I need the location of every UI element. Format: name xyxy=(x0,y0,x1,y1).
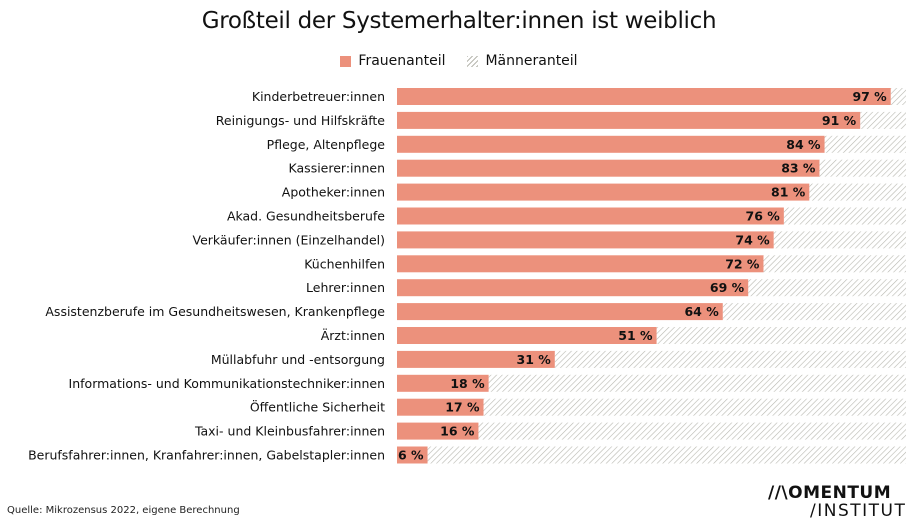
category-label-5: Akad. Gesundheitsberufe xyxy=(227,209,385,224)
legend-item-men: Männeranteil xyxy=(467,53,578,69)
category-label-13: Öffentliche Sicherheit xyxy=(250,399,385,415)
value-label-3: 83 % xyxy=(781,161,816,176)
bar-women-5 xyxy=(397,207,784,225)
value-label-15: 6 % xyxy=(398,448,424,463)
bar-women-2 xyxy=(397,135,825,153)
value-label-0: 97 % xyxy=(852,89,887,104)
value-label-14: 16 % xyxy=(440,424,475,439)
value-label-5: 76 % xyxy=(746,209,781,224)
category-label-10: Ärzt:innen xyxy=(321,328,385,343)
category-label-4: Apotheker:innen xyxy=(282,185,385,200)
category-label-11: Müllabfuhr und -entsorgung xyxy=(211,352,385,367)
category-label-0: Kinderbetreuer:innen xyxy=(252,89,385,104)
chart-title: Großteil der Systemerhalter:innen ist we… xyxy=(201,8,717,34)
category-label-7: Küchenhilfen xyxy=(304,256,385,271)
bar-men-10 xyxy=(656,327,906,344)
bar-men-6 xyxy=(773,231,906,249)
category-label-1: Reinigungs- und Hilfskräfte xyxy=(216,113,386,128)
legend-label-men: Männeranteil xyxy=(485,53,578,69)
bar-men-14 xyxy=(478,422,906,440)
bar-women-4 xyxy=(397,183,810,201)
value-label-13: 17 % xyxy=(445,400,480,415)
bar-men-11 xyxy=(554,350,906,368)
bar-women-1 xyxy=(397,111,861,129)
logo-line-2: /INSTITUT xyxy=(810,501,907,521)
value-label-6: 74 % xyxy=(735,232,770,247)
category-label-14: Taxi- und Kleinbusfahrer:innen xyxy=(194,424,385,439)
value-label-9: 64 % xyxy=(684,304,719,319)
bar-women-10 xyxy=(397,327,657,344)
bar-men-8 xyxy=(748,279,906,297)
category-label-15: Berufsfahrer:innen, Kranfahrer:innen, Ga… xyxy=(28,448,385,463)
bar-men-0 xyxy=(890,88,906,105)
source-note: Quelle: Mikrozensus 2022, eigene Berechn… xyxy=(7,505,240,516)
bar-women-11 xyxy=(397,350,555,368)
legend-swatch-women xyxy=(340,55,352,67)
value-label-1: 91 % xyxy=(822,113,857,128)
legend-label-women: Frauenanteil xyxy=(358,53,446,69)
value-label-8: 69 % xyxy=(710,280,745,295)
bar-women-7 xyxy=(397,255,764,273)
category-label-8: Lehrer:innen xyxy=(306,280,385,295)
bar-women-0 xyxy=(397,88,891,105)
bar-women-14 xyxy=(397,422,479,440)
value-label-7: 72 % xyxy=(725,256,760,271)
bar-men-4 xyxy=(809,183,906,201)
category-label-2: Pflege, Altenpflege xyxy=(267,137,386,152)
value-label-4: 81 % xyxy=(771,185,806,200)
legend-swatch-men xyxy=(467,55,479,67)
bar-men-5 xyxy=(783,207,906,225)
bar-men-3 xyxy=(819,159,906,177)
bar-men-15 xyxy=(427,446,906,464)
bar-women-3 xyxy=(397,159,820,177)
category-label-9: Assistenzberufe im Gesundheitswesen, Kra… xyxy=(45,304,385,319)
category-label-3: Kassierer:innen xyxy=(289,161,385,176)
bar-men-9 xyxy=(722,303,906,321)
category-label-6: Verkäufer:innen (Einzelhandel) xyxy=(192,232,385,247)
value-label-10: 51 % xyxy=(618,328,653,343)
category-label-12: Informations- und Kommunikationstechnike… xyxy=(69,376,385,391)
bar-men-12 xyxy=(488,374,906,392)
bar-women-8 xyxy=(397,279,749,297)
bar-men-1 xyxy=(860,111,906,129)
bar-men-2 xyxy=(824,135,906,153)
bar-women-15 xyxy=(397,446,428,464)
bar-men-13 xyxy=(483,398,906,416)
bar-men-7 xyxy=(763,255,906,273)
value-label-12: 18 % xyxy=(450,376,485,391)
value-label-2: 84 % xyxy=(786,137,821,152)
logo-line-1: //\OMENTUM xyxy=(768,483,892,503)
momentum-logo: //\OMENTUM /INSTITUT xyxy=(768,484,916,520)
bar-women-12 xyxy=(397,374,489,392)
bar-women-6 xyxy=(397,231,774,249)
legend-item-women: Frauenanteil xyxy=(340,53,445,69)
bar-women-13 xyxy=(397,398,484,416)
bar-women-9 xyxy=(397,303,723,321)
legend: Frauenanteil Männeranteil xyxy=(0,53,918,69)
value-label-11: 31 % xyxy=(517,352,552,367)
